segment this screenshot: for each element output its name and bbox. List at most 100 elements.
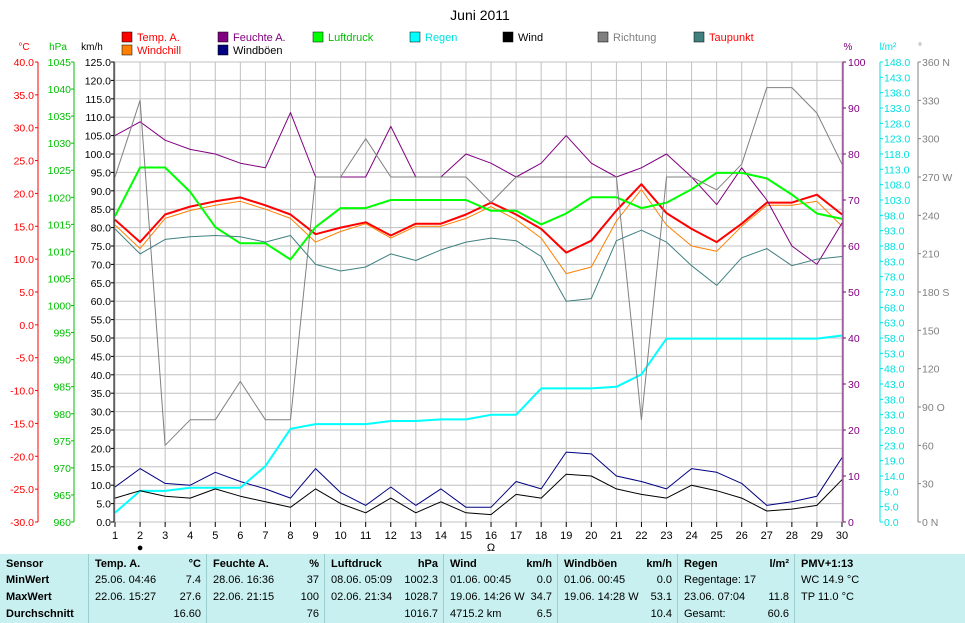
stats-header: Luftdruck: [331, 558, 382, 570]
tick-label-wind: 65.0: [91, 278, 112, 290]
moon-phase-marker: ●: [137, 542, 144, 552]
tick-label-rain: 133.0: [884, 103, 910, 115]
x-tick-label: 17: [510, 530, 522, 542]
stats-date: 01.06. 00:45: [564, 574, 626, 586]
x-tick-label: 21: [610, 530, 622, 542]
stats-value: 100: [300, 591, 319, 603]
stats-column: PMV+1:13 WC 14.9 °C TP 11.0 °C: [794, 554, 965, 623]
stats-date: 23.06. 07:04: [684, 591, 746, 603]
series-wind: [114, 473, 843, 516]
stats-value: 7.4: [185, 574, 201, 586]
x-tick-label: 26: [736, 530, 748, 542]
stats-date: 22.06. 21:15: [213, 591, 275, 603]
axis-head-humidity: %: [844, 42, 853, 53]
tick-label-rain: 33.0: [884, 410, 905, 422]
tick-label-wind: 90.0: [91, 186, 112, 198]
tick-label-pressure: 960: [53, 517, 71, 529]
tick-label-temp: 30.0: [14, 123, 35, 135]
tick-label-temp: -15.0: [10, 418, 34, 430]
tick-label-direction: 90 O: [922, 402, 945, 414]
tick-label-rain: 88.0: [884, 241, 905, 253]
tick-label-pressure: 975: [53, 436, 71, 448]
stats-value: 16.60: [173, 608, 201, 620]
stats-date: WC 14.9 °C: [801, 574, 860, 586]
stats-date: TP 11.0 °C: [801, 591, 854, 603]
tick-label-wind: 110.0: [86, 112, 112, 124]
stats-value: 1016.7: [404, 608, 438, 620]
tick-label-pressure: 1010: [48, 246, 72, 258]
x-tick-label: 14: [435, 530, 447, 542]
tick-label-rain: 143.0: [884, 72, 910, 84]
stats-unit: hPa: [417, 558, 438, 570]
tick-label-pressure: 1030: [48, 138, 72, 150]
stats-header: PMV+1:13: [801, 558, 854, 570]
tick-label-temp: -10.0: [10, 386, 34, 398]
x-tick-label: 19: [560, 530, 572, 542]
stats-column: Regen l/m² Regentage: 17 23.06. 07:04 11.8 Ge…: [677, 554, 795, 623]
tick-label-temp: -25.0: [10, 484, 34, 496]
tick-label-humidity: 100: [848, 57, 866, 69]
series-richtung: [114, 87, 843, 446]
tick-label-rain: 113.0: [884, 164, 910, 176]
tick-label-pressure: 985: [53, 382, 71, 394]
tick-label-direction: 30: [922, 479, 934, 491]
stats-column: Feuchte A.% 28.06. 16:36 37 22.06. 21:15 100…: [206, 554, 325, 623]
series-taupunkt: [114, 228, 843, 302]
tick-label-direction: 240: [922, 210, 940, 222]
x-tick-label: 1: [112, 530, 118, 542]
axis-head-direction: °: [918, 42, 922, 53]
chart-title: Juni 2011: [450, 7, 510, 23]
stats-date: 22.06. 15:27: [95, 591, 157, 603]
tick-label-rain: 5.0: [884, 502, 899, 514]
tick-label-rain: 19.0: [884, 456, 905, 468]
stats-unit: l/m²: [769, 558, 789, 570]
stats-header: Wind: [450, 558, 477, 570]
x-tick-label: 10: [334, 530, 346, 542]
legend-swatch: [597, 31, 609, 43]
stats-date: 01.06. 00:45: [450, 574, 512, 586]
stats-value: 0.0: [656, 574, 672, 586]
tick-label-temp: 40.0: [14, 57, 35, 69]
tick-label-direction: 120: [922, 364, 940, 376]
statistics-table: Sensor MinWert MaxWert Durchschnitt Temp. A.…: [0, 554, 965, 623]
tick-label-wind: 95.0: [91, 167, 112, 179]
tick-label-humidity: 0: [848, 517, 854, 529]
stats-unit: km/h: [646, 558, 672, 570]
tick-label-wind: 50.0: [91, 333, 112, 345]
stats-header: Temp. A.: [95, 558, 141, 570]
tick-label-wind: 60.0: [91, 296, 112, 308]
tick-label-rain: 123.0: [884, 134, 910, 146]
x-tick-label: 12: [385, 530, 397, 542]
stats-column: Luftdruck hPa 08.06. 05:09 1002.3 02.06. 21:…: [324, 554, 444, 623]
x-tick-label: 23: [660, 530, 672, 542]
tick-label-rain: 148.0: [884, 57, 910, 69]
moon-phase-marker: Ω: [487, 542, 495, 552]
x-tick-label: 25: [711, 530, 723, 542]
stats-date: 28.06. 16:36: [213, 574, 275, 586]
stats-unit: °C: [188, 558, 201, 570]
tick-label-humidity: 40: [848, 333, 860, 345]
tick-label-humidity: 10: [848, 471, 860, 483]
stats-value: 53.1: [650, 591, 672, 603]
stats-value: 60.6: [767, 608, 789, 620]
stats-date: Gesamt:: [684, 608, 726, 620]
legend-label: Richtung: [613, 32, 656, 44]
tick-label-temp: 5.0: [19, 287, 34, 299]
tick-label-pressure: 1020: [48, 192, 72, 204]
stats-date: 4715.2 km: [450, 608, 502, 620]
tick-label-wind: 105.0: [85, 131, 111, 143]
x-tick-label: 22: [635, 530, 647, 542]
tick-label-rain: 93.0: [884, 226, 905, 238]
stats-row-label: MinWert: [6, 574, 50, 586]
x-tick-label: 11: [360, 530, 371, 542]
tick-label-temp: 15.0: [14, 221, 35, 233]
tick-label-pressure: 1035: [48, 111, 72, 123]
tick-label-humidity: 80: [848, 149, 860, 161]
tick-label-wind: 30.0: [91, 407, 112, 419]
tick-label-rain: 108.0: [884, 180, 910, 192]
stats-value: 37: [306, 574, 319, 586]
tick-label-pressure: 1045: [48, 57, 72, 69]
tick-label-rain: 128.0: [884, 118, 910, 130]
x-tick-label: 24: [685, 530, 697, 542]
